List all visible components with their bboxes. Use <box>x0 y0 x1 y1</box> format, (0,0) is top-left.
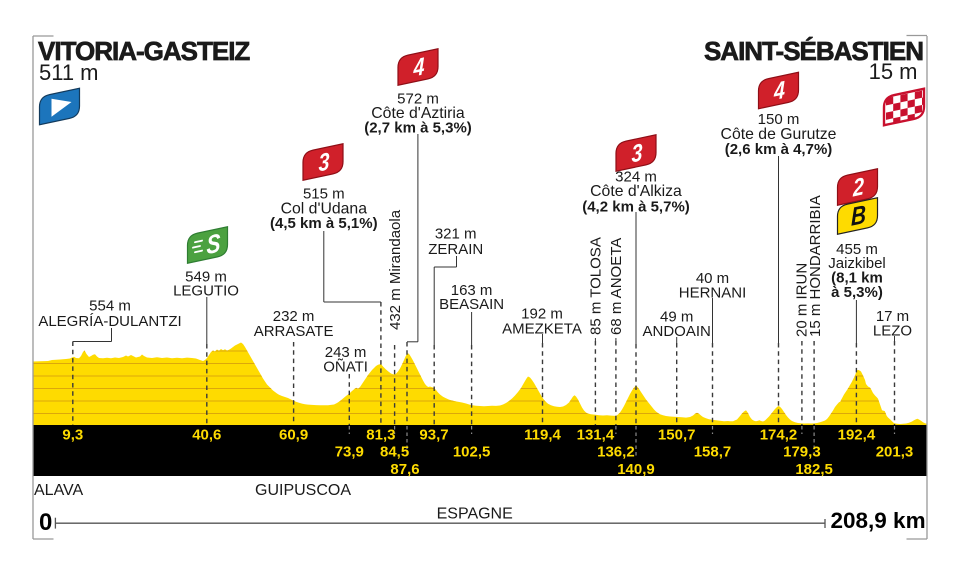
svg-text:Côte de Gurutze: Côte de Gurutze <box>721 126 837 143</box>
svg-text:OÑATI: OÑATI <box>323 358 368 375</box>
svg-text:119,4: 119,4 <box>524 427 561 444</box>
svg-text:40 m: 40 m <box>696 270 729 287</box>
svg-text:(4,2 km à 5,7%): (4,2 km à 5,7%) <box>582 198 690 215</box>
svg-text:321 m: 321 m <box>435 225 477 242</box>
svg-text:15 m: 15 m <box>869 59 918 84</box>
svg-text:Jaizkibel: Jaizkibel <box>828 255 886 272</box>
svg-text:15 m HONDARRIBIA: 15 m HONDARRIBIA <box>807 195 824 337</box>
svg-text:85 m TOLOSA: 85 m TOLOSA <box>588 237 605 335</box>
svg-text:81,3: 81,3 <box>366 427 395 444</box>
svg-text:68 m ANOETA: 68 m ANOETA <box>608 238 625 335</box>
svg-text:511 m: 511 m <box>39 60 99 85</box>
svg-text:102,5: 102,5 <box>453 444 491 461</box>
svg-text:192 m: 192 m <box>521 305 563 322</box>
svg-text:324 m: 324 m <box>615 168 657 185</box>
svg-text:201,3: 201,3 <box>876 444 914 461</box>
svg-text:150 m: 150 m <box>758 111 800 128</box>
svg-text:LEZO: LEZO <box>873 322 912 339</box>
svg-text:VITORIA-GASTEIZ: VITORIA-GASTEIZ <box>38 36 250 66</box>
svg-text:554 m: 554 m <box>89 297 131 314</box>
svg-text:GUIPUSCOA: GUIPUSCOA <box>255 482 351 499</box>
svg-text:BEASAIN: BEASAIN <box>439 296 504 313</box>
svg-text:ARRASATE: ARRASATE <box>254 323 334 340</box>
svg-text:Côte d'Aztiria: Côte d'Aztiria <box>371 105 465 122</box>
svg-text:158,7: 158,7 <box>694 444 732 461</box>
svg-text:HERNANI: HERNANI <box>679 284 747 301</box>
svg-text:Côte d'Alkiza: Côte d'Alkiza <box>590 183 682 200</box>
svg-text:3: 3 <box>319 148 330 177</box>
svg-text:179,3: 179,3 <box>783 444 821 461</box>
svg-text:ESPAGNE: ESPAGNE <box>437 506 513 523</box>
svg-text:60,9: 60,9 <box>279 427 308 444</box>
svg-text:93,7: 93,7 <box>419 427 448 444</box>
svg-text:49 m: 49 m <box>660 308 693 325</box>
svg-text:(2,7 km à 5,3%): (2,7 km à 5,3%) <box>364 119 472 136</box>
svg-text:(8,1 km: (8,1 km <box>831 269 883 286</box>
svg-text:LEGUTIO: LEGUTIO <box>173 282 239 299</box>
svg-text:515 m: 515 m <box>303 185 345 202</box>
svg-text:ALEGRÍA-DULANTZI: ALEGRÍA-DULANTZI <box>38 313 181 330</box>
svg-text:4: 4 <box>773 77 785 106</box>
svg-text:208,9 km: 208,9 km <box>831 508 926 533</box>
svg-text:163 m: 163 m <box>451 282 493 299</box>
svg-text:131,4: 131,4 <box>577 427 615 444</box>
svg-text:549 m: 549 m <box>185 268 227 285</box>
svg-text:20 m IRUN: 20 m IRUN <box>793 263 810 337</box>
svg-text:87,6: 87,6 <box>390 461 419 478</box>
svg-text:(2,6 km à 4,7%): (2,6 km à 4,7%) <box>725 141 833 158</box>
svg-text:Col d'Udana: Col d'Udana <box>281 200 368 217</box>
svg-text:232 m: 232 m <box>273 308 315 325</box>
svg-text:84,5: 84,5 <box>380 444 409 461</box>
svg-text:174,2: 174,2 <box>760 427 798 444</box>
svg-text:AMEZKETA: AMEZKETA <box>502 320 582 337</box>
svg-text:3: 3 <box>632 139 643 168</box>
svg-text:2: 2 <box>852 173 864 202</box>
svg-text:S: S <box>207 227 221 260</box>
svg-text:à 5,3%): à 5,3%) <box>831 284 883 301</box>
svg-text:243 m: 243 m <box>325 344 367 361</box>
svg-text:140,9: 140,9 <box>617 461 655 478</box>
svg-text:ALAVA: ALAVA <box>34 482 84 499</box>
svg-text:136,2: 136,2 <box>597 444 635 461</box>
svg-text:192,4: 192,4 <box>838 427 876 444</box>
svg-text:9,3: 9,3 <box>62 427 83 444</box>
svg-text:572 m: 572 m <box>397 90 439 107</box>
svg-text:0: 0 <box>39 509 52 536</box>
svg-text:432 m Mirandaola: 432 m Mirandaola <box>387 209 404 330</box>
svg-text:40,6: 40,6 <box>192 427 221 444</box>
svg-text:455 m: 455 m <box>836 241 878 258</box>
svg-text:17 m: 17 m <box>876 308 909 325</box>
svg-text:150,7: 150,7 <box>658 427 696 444</box>
svg-text:ANDOAIN: ANDOAIN <box>643 323 711 340</box>
svg-text:182,5: 182,5 <box>795 461 833 478</box>
svg-text:4: 4 <box>413 53 425 82</box>
svg-text:73,9: 73,9 <box>335 444 364 461</box>
svg-text:(4,5 km à 5,1%): (4,5 km à 5,1%) <box>270 215 378 232</box>
svg-text:SAINT-SÉBASTIEN: SAINT-SÉBASTIEN <box>704 36 923 66</box>
svg-text:B: B <box>851 199 866 232</box>
svg-text:ZERAIN: ZERAIN <box>428 241 483 258</box>
